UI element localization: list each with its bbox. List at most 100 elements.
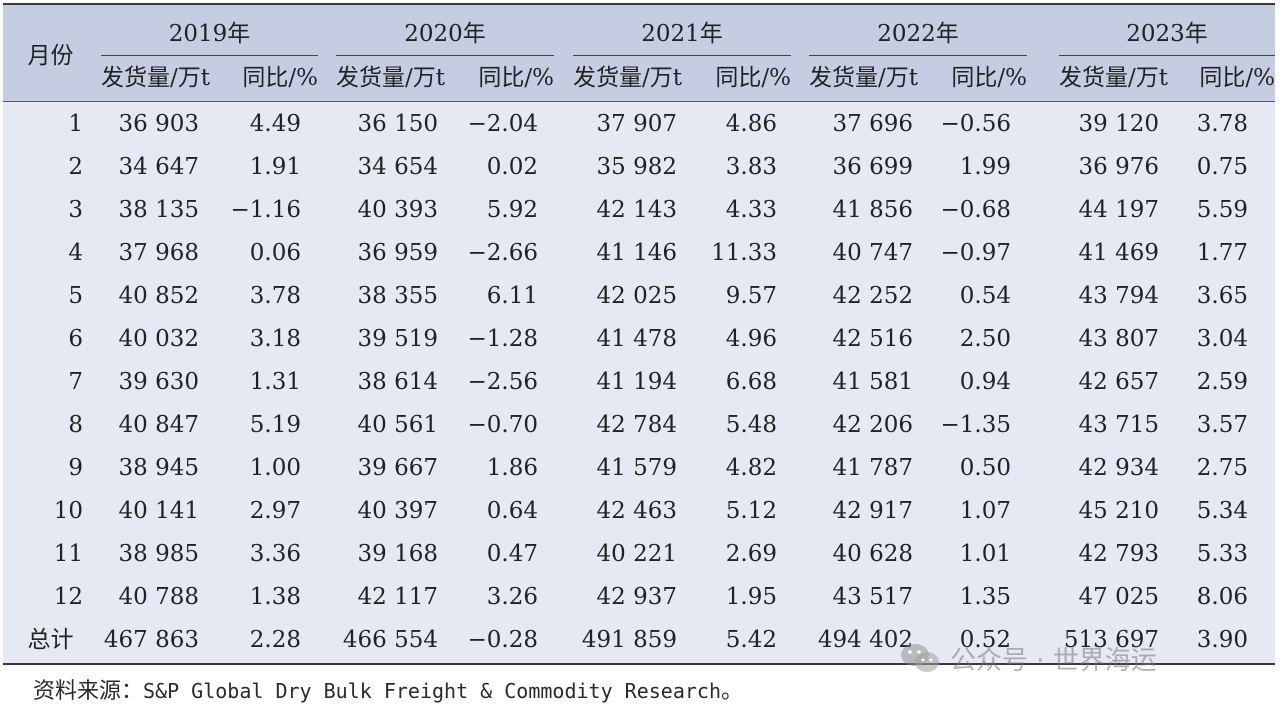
shipment-cell: 43 715 bbox=[1078, 412, 1159, 438]
shipment-cell: 42 206 bbox=[832, 412, 913, 438]
shipment-cell: 41 856 bbox=[832, 197, 913, 223]
yoy-cell: 2.69 bbox=[725, 541, 777, 567]
shipment-cell: 42 117 bbox=[357, 584, 438, 610]
yoy-cell: 3.78 bbox=[249, 283, 301, 309]
shipment-cell: 41 478 bbox=[596, 326, 677, 352]
shipment-cell: 34 647 bbox=[118, 154, 199, 180]
year-label: 2023年 bbox=[1126, 21, 1208, 47]
shipment-cell: 42 143 bbox=[596, 197, 677, 223]
yoy-cell: 8.06 bbox=[1196, 584, 1248, 610]
table-row: 6 40 032 3.18 39 519 −1.28 41 478 4.96 42 516 2.… bbox=[3, 318, 1275, 361]
yoy-cell: 3.04 bbox=[1196, 326, 1248, 352]
shipment-cell: 40 747 bbox=[832, 240, 913, 266]
year-group-header: 2023年发货量/万t 同比/% bbox=[1059, 5, 1275, 101]
yoy-cell: 2.59 bbox=[1196, 369, 1248, 395]
table-row: 3 38 135 −1.16 40 393 5.92 42 143 4.33 41 856 −0… bbox=[3, 189, 1275, 232]
table-row: 7 39 630 1.31 38 614 −2.56 41 194 6.68 41 581 0.… bbox=[3, 361, 1275, 404]
shipment-cell: 39 168 bbox=[357, 541, 438, 567]
yoy-cell: −0.28 bbox=[467, 627, 538, 653]
total-row: 总计 467 863 2.28 466 554 −0.28 491 859 5.42 494 … bbox=[3, 619, 1275, 662]
month-cell: 9 bbox=[68, 455, 83, 481]
shipment-cell: 467 863 bbox=[103, 627, 199, 653]
shipment-cell: 42 252 bbox=[832, 283, 913, 309]
yoy-cell: 1.77 bbox=[1196, 240, 1248, 266]
shipment-cell: 45 210 bbox=[1078, 498, 1159, 524]
month-cell: 11 bbox=[53, 541, 83, 567]
yoy-column-header: 同比/% bbox=[1199, 65, 1275, 91]
shipment-cell: 36 959 bbox=[357, 240, 438, 266]
month-cell: 6 bbox=[68, 326, 83, 352]
yoy-cell: 1.38 bbox=[249, 584, 301, 610]
yoy-cell: 1.00 bbox=[249, 455, 301, 481]
yoy-cell: 0.54 bbox=[959, 283, 1011, 309]
watermark-text: 公众号 · 世界海运 bbox=[950, 645, 1157, 676]
shipment-cell: 42 657 bbox=[1078, 369, 1159, 395]
yoy-cell: 5.92 bbox=[486, 197, 538, 223]
year-group-header: 2019年 发货量/万t 同比/% bbox=[101, 5, 318, 101]
table-row: 1 36 903 4.49 36 150 −2.04 37 907 4.86 37 696 −0… bbox=[3, 103, 1275, 146]
shipment-cell: 42 025 bbox=[596, 283, 677, 309]
yoy-cell: −1.28 bbox=[467, 326, 538, 352]
table-header: 月份 2019年 发货量/万t 同比/% 2020年发货量/万t 同比/% 2021年 发货… bbox=[3, 5, 1275, 102]
yoy-cell: 1.31 bbox=[249, 369, 301, 395]
yoy-cell: 3.26 bbox=[486, 584, 538, 610]
year-group-header: 2021年 发货量/万t 同比/% bbox=[573, 5, 791, 101]
shipment-cell: 40 561 bbox=[357, 412, 438, 438]
yoy-cell: 3.83 bbox=[725, 154, 777, 180]
shipment-cell: 37 968 bbox=[118, 240, 199, 266]
yoy-column-header: 同比/% bbox=[478, 65, 554, 91]
shipment-cell: 39 120 bbox=[1078, 111, 1159, 137]
yoy-cell: −0.68 bbox=[940, 197, 1011, 223]
year-group-header: 2022年 发货量/万t 同比/% bbox=[809, 5, 1027, 101]
shipment-cell: 40 788 bbox=[118, 584, 199, 610]
yoy-cell: 4.86 bbox=[725, 111, 777, 137]
yoy-cell: −2.56 bbox=[467, 369, 538, 395]
yoy-cell: 5.33 bbox=[1196, 541, 1248, 567]
yoy-cell: −0.97 bbox=[940, 240, 1011, 266]
yoy-cell: −2.04 bbox=[467, 111, 538, 137]
yoy-cell: 5.34 bbox=[1196, 498, 1248, 524]
shipment-cell: 38 135 bbox=[118, 197, 199, 223]
yoy-cell: 4.82 bbox=[725, 455, 777, 481]
yoy-cell: 1.35 bbox=[959, 584, 1011, 610]
year-label: 2020年 bbox=[404, 21, 486, 47]
shipment-cell: 35 982 bbox=[596, 154, 677, 180]
yoy-cell: 1.95 bbox=[725, 584, 777, 610]
yoy-cell: 0.94 bbox=[959, 369, 1011, 395]
yoy-cell: 2.75 bbox=[1196, 455, 1248, 481]
table-row: 9 38 945 1.00 39 667 1.86 41 579 4.82 41 787 0.5… bbox=[3, 447, 1275, 490]
shipment-cell: 513 697 bbox=[1063, 627, 1159, 653]
yoy-cell: 1.91 bbox=[249, 154, 301, 180]
shipment-column-header: 发货量/万t bbox=[1059, 65, 1168, 91]
shipment-cell: 36 903 bbox=[118, 111, 199, 137]
month-cell: 1 bbox=[68, 111, 83, 137]
month-column-header: 月份 bbox=[27, 43, 74, 69]
shipment-cell: 37 907 bbox=[596, 111, 677, 137]
yoy-cell: 0.02 bbox=[486, 154, 538, 180]
table-row: 11 38 985 3.36 39 168 0.47 40 221 2.69 40 628 1.… bbox=[3, 533, 1275, 576]
yoy-cell: 6.11 bbox=[486, 283, 538, 309]
shipment-cell: 34 654 bbox=[357, 154, 438, 180]
yoy-cell: 3.78 bbox=[1196, 111, 1248, 137]
shipment-cell: 43 517 bbox=[832, 584, 913, 610]
shipment-cell: 491 859 bbox=[581, 627, 677, 653]
shipment-cell: 40 221 bbox=[596, 541, 677, 567]
yoy-cell: 2.97 bbox=[249, 498, 301, 524]
table-row: 8 40 847 5.19 40 561 −0.70 42 784 5.48 42 206 −1… bbox=[3, 404, 1275, 447]
total-label: 总计 bbox=[27, 627, 74, 653]
yoy-column-header: 同比/% bbox=[242, 65, 318, 91]
year-label: 2019年 bbox=[168, 21, 251, 47]
shipment-cell: 41 787 bbox=[832, 455, 913, 481]
month-cell: 5 bbox=[68, 283, 83, 309]
yoy-cell: 0.75 bbox=[1196, 154, 1248, 180]
year-rule bbox=[336, 55, 554, 56]
shipment-cell: 43 794 bbox=[1078, 283, 1159, 309]
yoy-cell: 4.96 bbox=[725, 326, 777, 352]
yoy-cell: 0.64 bbox=[486, 498, 538, 524]
yoy-cell: −0.70 bbox=[467, 412, 538, 438]
shipment-cell: 42 917 bbox=[832, 498, 913, 524]
source-note: 资料来源：S&P Global Dry Bulk Freight & Commo… bbox=[33, 676, 743, 706]
yoy-cell: 5.19 bbox=[249, 412, 301, 438]
table-row: 5 40 852 3.78 38 355 6.11 42 025 9.57 42 252 0.5… bbox=[3, 275, 1275, 318]
yoy-cell: 3.57 bbox=[1196, 412, 1248, 438]
